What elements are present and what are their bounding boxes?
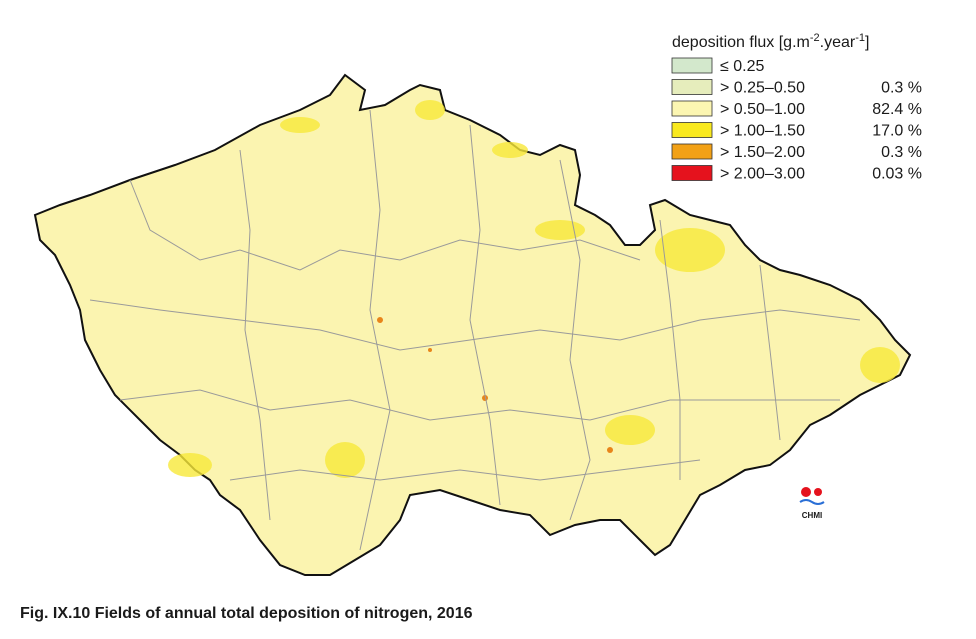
legend-title: deposition flux [g.m-2.year-1] — [672, 32, 869, 51]
legend-share: 0.3 % — [881, 144, 922, 161]
legend-share: 0.3 % — [881, 80, 922, 97]
legend-swatch — [671, 57, 713, 74]
legend-label: > 2.00–3.00 — [720, 166, 805, 183]
legend-swatch — [671, 79, 713, 95]
legend-title-text: ] — [865, 34, 869, 51]
legend-label: > 0.25–0.50 — [720, 80, 805, 97]
logo: CHMI — [799, 487, 825, 520]
high-deposition-patches — [168, 100, 900, 478]
legend-swatch — [671, 143, 713, 160]
legend-label: ≤ 0.25 — [720, 58, 764, 75]
legend-swatch — [671, 165, 713, 181]
legend-label: > 0.50–1.00 — [720, 101, 805, 118]
district-borders — [89, 109, 861, 551]
legend-share: 82.4 % — [872, 101, 922, 118]
legend-title-text: .year — [820, 34, 856, 51]
logo-text: CHMI — [802, 511, 822, 520]
legend-share: 0.03 % — [872, 166, 922, 183]
legend-swatch — [671, 122, 713, 138]
legend-title-sup: -2 — [810, 32, 820, 44]
legend-share: 17.0 % — [872, 123, 922, 140]
legend-swatch — [671, 100, 713, 117]
legend-label: > 1.00–1.50 — [720, 123, 805, 140]
legend-label: > 1.50–2.00 — [720, 144, 805, 161]
legend: deposition flux [g.m-2.year-1] ≤ 0.25 > 0… — [671, 32, 922, 183]
map — [33, 73, 912, 576]
legend-title-sup: -1 — [855, 32, 865, 44]
caption: Fig. IX.10 Fields of annual total deposi… — [20, 605, 473, 622]
peak-spots — [377, 317, 613, 453]
legend-title-text: deposition flux [g.m — [672, 34, 810, 51]
